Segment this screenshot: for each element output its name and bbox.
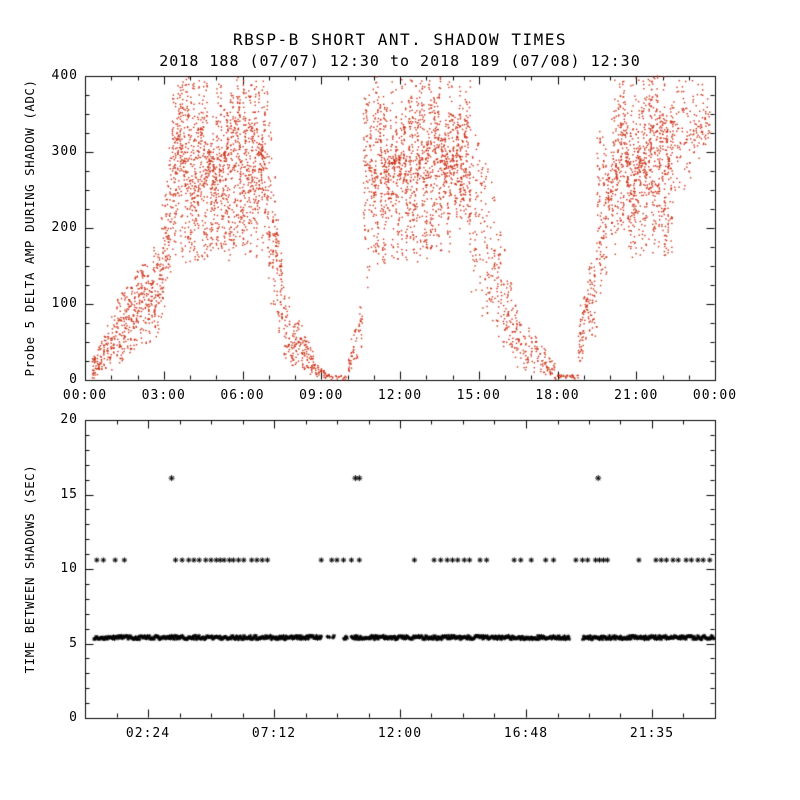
y-tick-label: 10 (60, 561, 78, 576)
x-tick-label: 21:00 (614, 388, 659, 403)
x-tick-label: 07:12 (251, 726, 297, 741)
y-tick-label: 0 (69, 372, 78, 387)
y-tick-label: 5 (69, 635, 78, 651)
x-tick-label: 03:00 (141, 388, 186, 403)
y-tick-label: 0 (69, 710, 78, 725)
chart-title: RBSP-B SHORT ANT. SHADOW TIMES (233, 30, 567, 49)
x-tick-label: 12:00 (377, 388, 423, 403)
y-tick-label: 400 (51, 68, 78, 83)
chart-subtitle: 2018 188 (07/07) 12:30 to 2018 189 (07/0… (159, 52, 641, 70)
x-tick-label: 02:24 (125, 726, 171, 741)
x-tick-label: 00:00 (692, 388, 738, 403)
x-tick-label: 00:00 (62, 388, 108, 403)
y-tick-label: 200 (51, 220, 78, 235)
y-tick-label: 100 (51, 296, 78, 311)
x-tick-label: 18:00 (535, 388, 580, 403)
y-tick-label: 300 (51, 144, 78, 159)
y-tick-label: 15 (60, 486, 78, 502)
y-tick-label: 20 (60, 412, 78, 427)
x-tick-label: 12:00 (377, 726, 423, 741)
x-tick-label: 06:00 (220, 388, 265, 403)
x-tick-label: 16:48 (503, 726, 549, 741)
x-tick-label: 21:35 (629, 726, 675, 741)
x-tick-label: 15:00 (456, 388, 501, 403)
x-tick-label: 09:00 (299, 388, 344, 403)
